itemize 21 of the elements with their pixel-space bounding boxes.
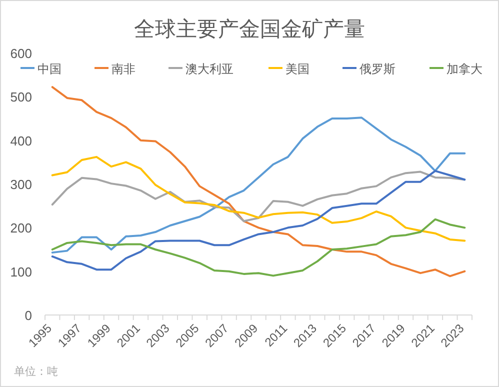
y-tick-label: 500 — [10, 90, 32, 105]
legend-label: 澳大利亚 — [186, 62, 234, 76]
legend-label: 美国 — [286, 62, 310, 76]
y-tick-label: 300 — [10, 177, 32, 192]
chart-title: 全球主要产金国金矿产量 — [134, 18, 365, 41]
line-series — [51, 170, 466, 271]
y-tick-label: 0 — [24, 308, 32, 323]
line-series — [51, 156, 466, 242]
line-series — [51, 116, 466, 254]
legend-label: 加拿大 — [446, 62, 482, 76]
text: 单位：吨 — [14, 365, 58, 378]
legend-label: 中国 — [38, 62, 62, 76]
line-series — [51, 170, 466, 222]
legend-label: 南非 — [112, 62, 136, 76]
y-tick-label: 200 — [10, 220, 32, 236]
legend-label: 俄罗斯 — [360, 62, 396, 76]
line-series — [51, 86, 466, 278]
line-series — [51, 218, 466, 277]
y-tick-label: 100 — [10, 264, 32, 280]
y-tick-label: 600 — [10, 46, 32, 61]
y-tick-label: 400 — [10, 133, 32, 148]
